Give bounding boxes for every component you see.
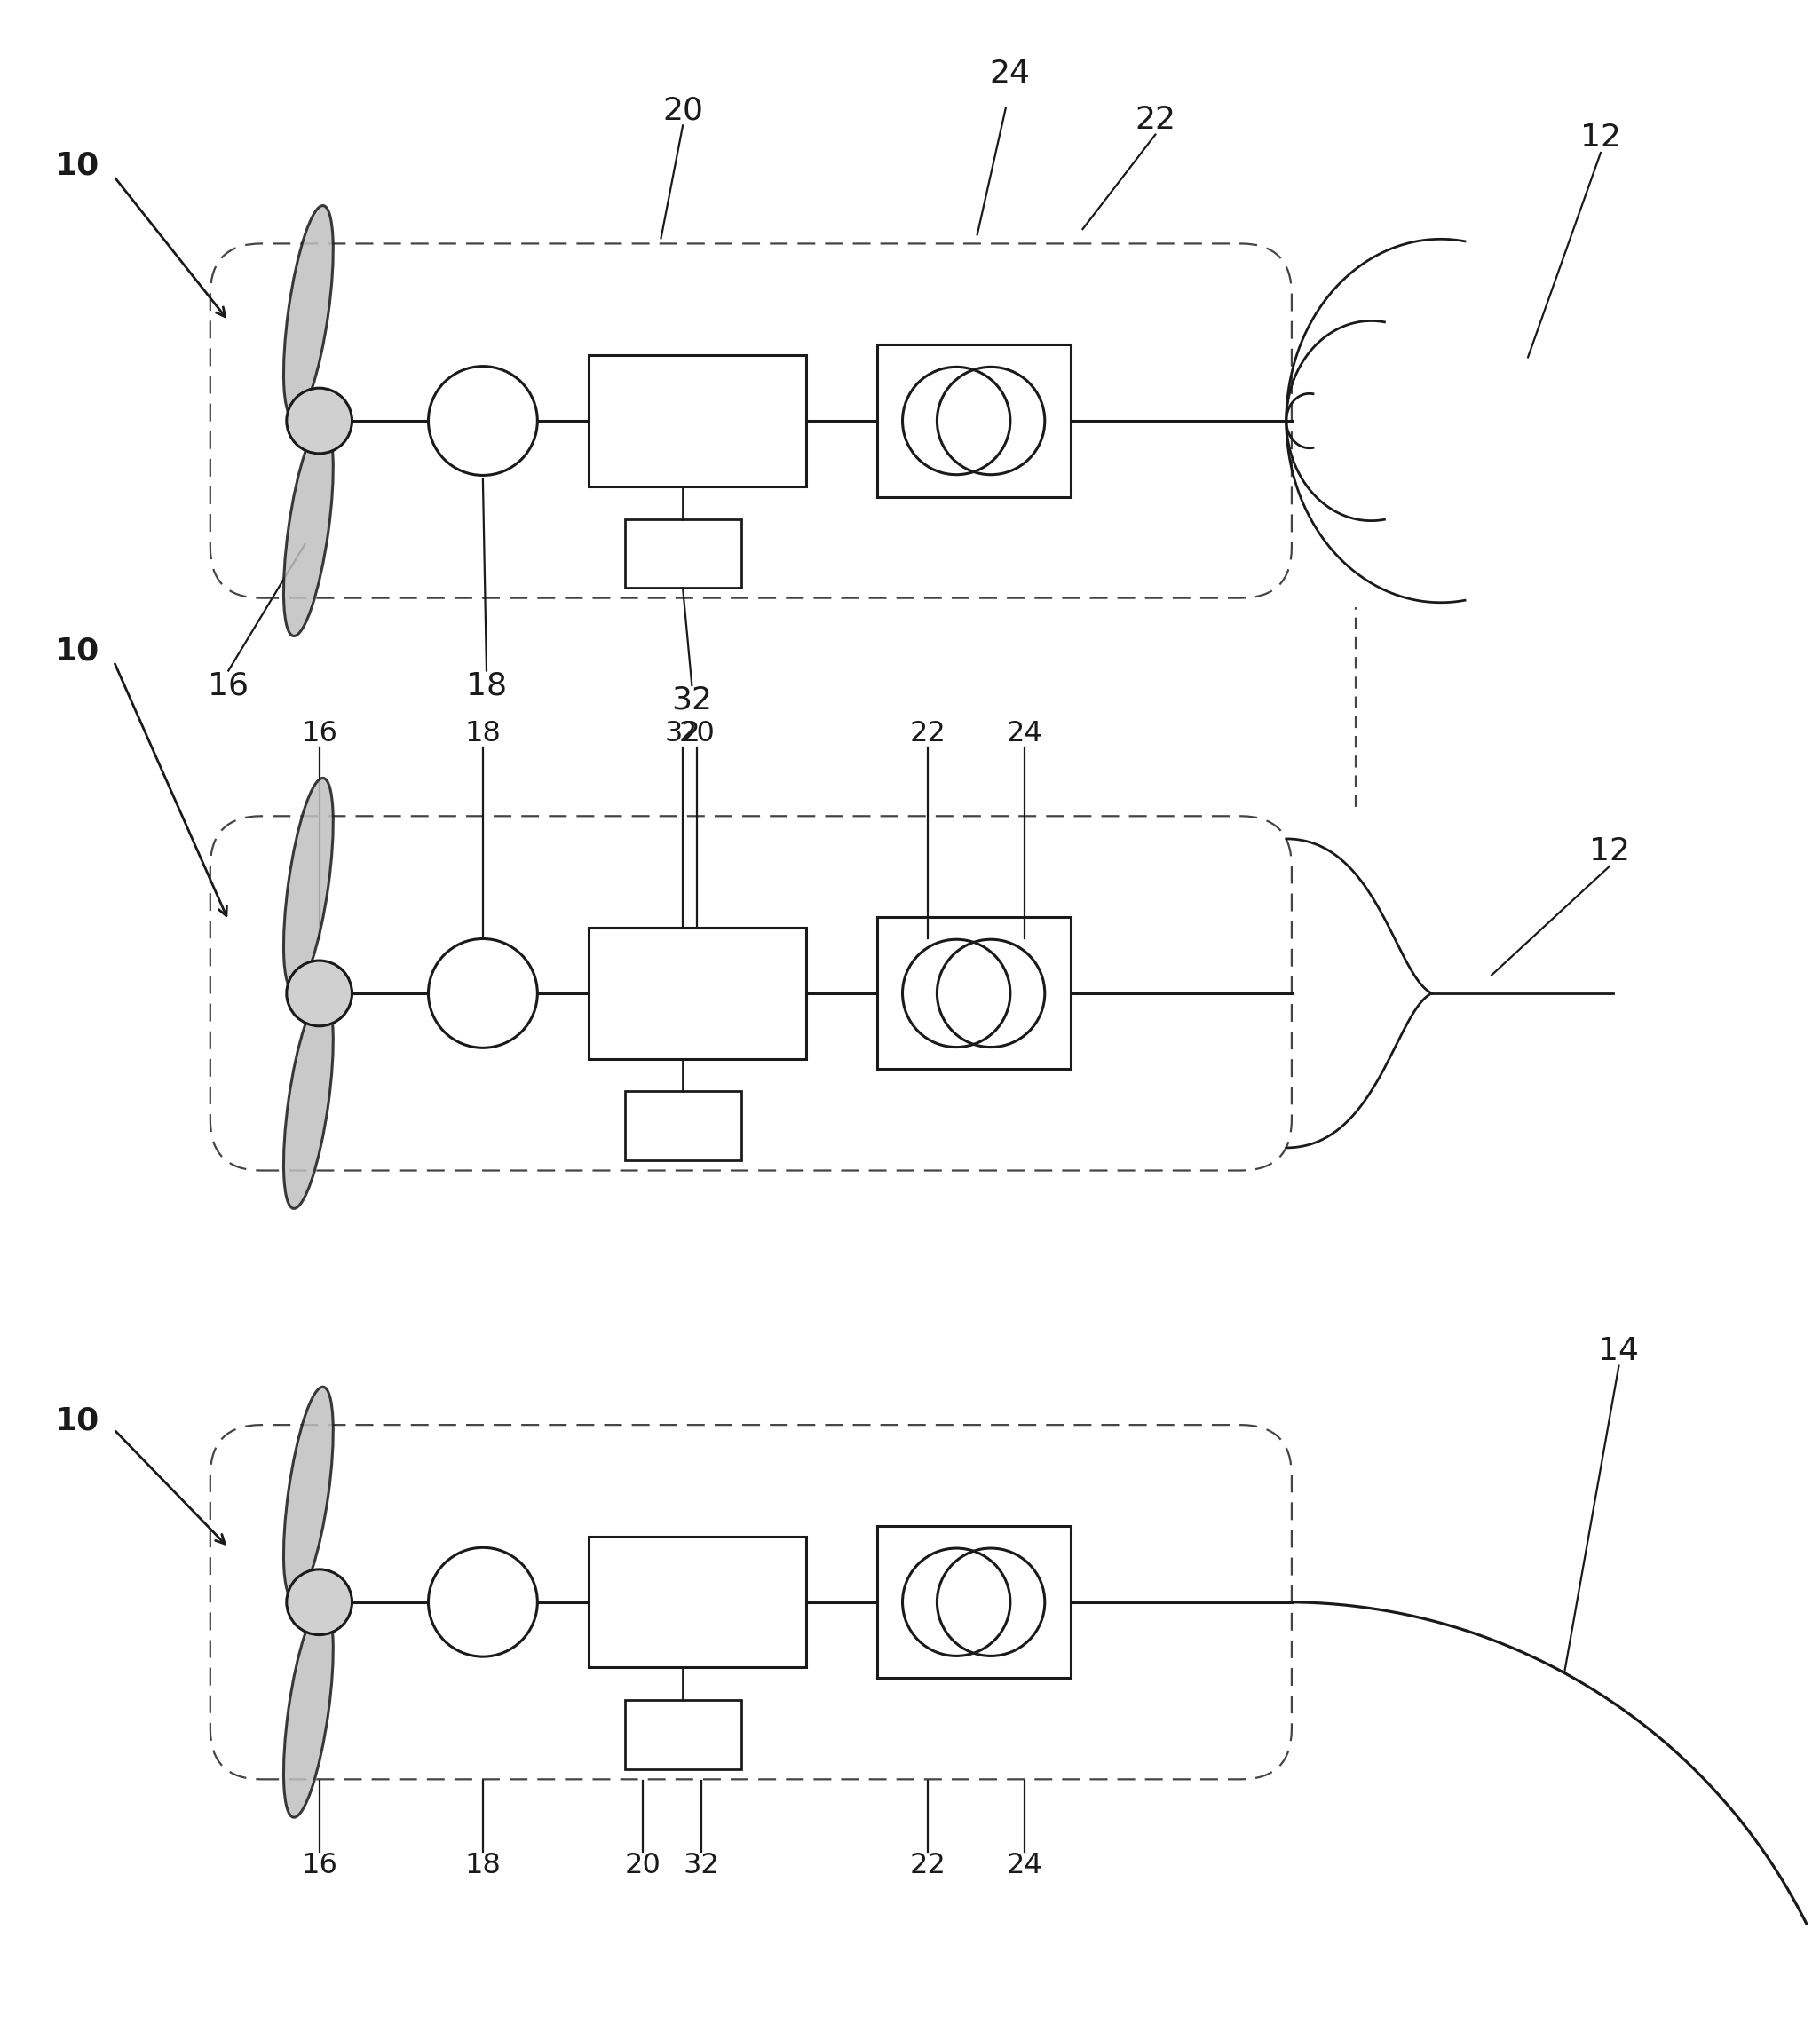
Text: 20: 20 [624,1851,661,1880]
Bar [588,1536,806,1668]
Text: 32: 32 [672,685,712,715]
Text: 22: 22 [910,1851,946,1880]
Bar [624,518,741,587]
Ellipse shape [284,205,333,419]
Bar [624,1091,741,1160]
Text: 32: 32 [682,1851,719,1880]
Text: 12: 12 [1589,835,1631,866]
Circle shape [286,1569,351,1636]
Bar [877,916,1070,1069]
Bar [588,356,806,486]
Text: 18: 18 [464,1851,500,1880]
Circle shape [286,388,351,453]
Bar [624,1701,741,1770]
Text: 22: 22 [910,719,946,748]
Ellipse shape [284,1605,333,1817]
Text: 24: 24 [990,59,1030,89]
Circle shape [286,961,351,1026]
Bar [588,929,806,1059]
Text: 12: 12 [1580,122,1622,152]
Text: 18: 18 [464,719,500,748]
Ellipse shape [284,1388,333,1599]
Ellipse shape [284,423,333,636]
Text: 16: 16 [207,671,249,701]
Text: 24: 24 [1006,719,1043,748]
Text: 14: 14 [1598,1335,1640,1366]
Text: 10: 10 [55,1406,100,1435]
Text: 20: 20 [662,96,703,126]
Text: 10: 10 [55,636,100,666]
Bar [877,345,1070,496]
Text: 18: 18 [466,671,508,701]
Bar [877,1526,1070,1678]
Text: 10: 10 [55,150,100,181]
Ellipse shape [284,778,333,990]
Text: 16: 16 [300,719,337,748]
Text: 16: 16 [300,1851,337,1880]
Ellipse shape [284,996,333,1209]
Text: 22: 22 [1136,104,1176,134]
Text: 20: 20 [679,719,715,748]
Text: 24: 24 [1006,1851,1043,1880]
Text: 32: 32 [664,719,701,748]
